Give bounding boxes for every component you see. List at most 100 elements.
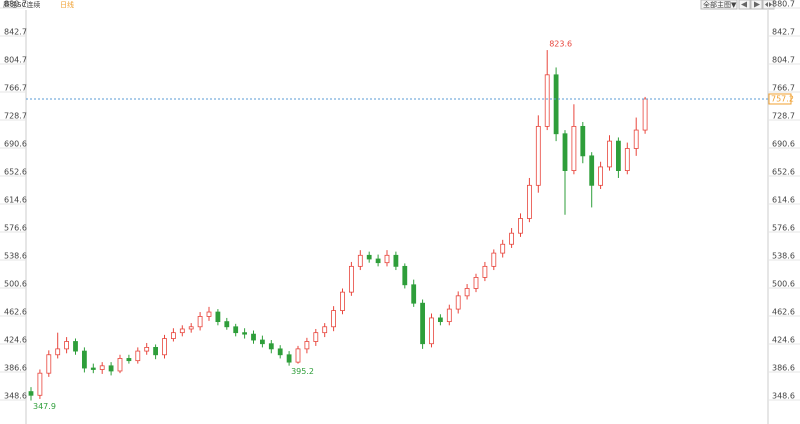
y-tick-label-right: 804.7	[772, 55, 795, 64]
candle-body	[375, 258, 381, 264]
y-tick-label-right: 538.6	[772, 252, 795, 261]
candle-body	[562, 133, 568, 171]
candle-body	[322, 326, 328, 334]
candle-body	[331, 310, 337, 328]
y-tick-label: 728.7	[4, 111, 27, 120]
y-tick-label-right: 652.6	[772, 168, 795, 177]
y-tick-label: 386.6	[4, 364, 27, 373]
candle-body	[277, 348, 283, 356]
candle-body	[348, 265, 354, 293]
candle-body	[144, 346, 150, 352]
y-tick-label-right: 690.6	[772, 140, 795, 149]
candle-body	[90, 367, 96, 370]
candle-body	[509, 232, 515, 245]
candle-body	[464, 288, 470, 297]
annotation: 347.9	[33, 402, 56, 411]
annotation: 823.6	[549, 40, 572, 49]
candle-body	[473, 277, 479, 289]
candle-body	[304, 341, 310, 350]
candle-body	[313, 332, 319, 342]
candle-body	[135, 350, 141, 362]
candle-body	[402, 265, 408, 286]
candle-body	[420, 302, 426, 345]
candle-body	[126, 358, 132, 362]
y-tick-label: 462.6	[4, 308, 27, 317]
candle-body	[607, 140, 612, 168]
y-tick-label: 690.6	[4, 140, 27, 149]
y-tick-label-right: 880.7	[772, 0, 795, 9]
y-tick-label: 766.7	[4, 83, 27, 92]
candle-body	[295, 348, 301, 363]
candle-body	[82, 350, 87, 369]
y-tick-label: 880.7	[4, 0, 27, 9]
candle-body	[518, 218, 523, 234]
y-tick-label-right: 842.7	[772, 27, 795, 36]
candle-body	[286, 354, 292, 363]
annotation: 395.2	[291, 367, 314, 376]
menu-button[interactable]	[700, 0, 738, 10]
last-price-box	[768, 93, 792, 105]
candle-body	[170, 332, 176, 339]
candle-body	[624, 148, 630, 171]
y-tick-label: 804.7	[4, 55, 27, 64]
y-tick-label: 348.6	[4, 392, 27, 401]
y-tick-label-right: 728.7	[772, 111, 795, 120]
nav-icon	[741, 1, 772, 8]
candle-body	[491, 252, 497, 267]
last-price-label: 757.2	[771, 94, 794, 103]
y-tick-label: 576.6	[4, 224, 27, 233]
candle-body	[233, 326, 239, 334]
y-tick-label-right: 766.7	[772, 83, 795, 92]
candle-body	[73, 341, 78, 352]
candle-body	[117, 358, 123, 372]
candle-body	[153, 346, 159, 356]
nav-buttons[interactable]	[738, 0, 775, 10]
candle-body	[446, 308, 452, 323]
candle-body	[108, 365, 114, 372]
y-tick-label: 614.6	[4, 196, 27, 205]
candle-body	[429, 317, 434, 345]
y-tick-label: 500.6	[4, 280, 27, 289]
candle-body	[393, 254, 399, 267]
y-tick-label: 652.6	[4, 168, 27, 177]
nav-button[interactable]	[762, 0, 775, 10]
y-tick-label-right: 424.6	[772, 336, 795, 345]
candle-body	[411, 284, 417, 304]
candle-body	[224, 321, 230, 328]
candle-body	[589, 155, 595, 186]
y-tick-label-right: 462.6	[772, 308, 795, 317]
candle-body	[455, 295, 461, 310]
candle-body	[179, 328, 185, 334]
candle-body	[340, 291, 345, 311]
candle-body	[64, 341, 69, 350]
candle-body	[553, 74, 559, 135]
candle-body	[162, 338, 167, 356]
candle-body	[482, 265, 488, 278]
candle-body	[46, 354, 52, 374]
candle-body	[633, 129, 639, 149]
candle-body	[99, 365, 105, 370]
candle-body	[580, 125, 586, 157]
candle-body	[188, 326, 194, 330]
y-tick-label-right: 500.6	[772, 280, 795, 289]
candle-body	[215, 311, 221, 323]
candle-body	[642, 98, 648, 131]
candle-body	[242, 332, 248, 335]
menu[interactable]: 全部主图▼	[703, 0, 737, 9]
chart-title: 原油SC连续	[3, 0, 40, 9]
period[interactable]: 日线	[60, 0, 74, 9]
y-tick-label-right: 348.6	[772, 392, 795, 401]
candle-body	[55, 348, 61, 356]
y-tick-label-right: 386.6	[772, 364, 795, 373]
candle-body	[357, 254, 363, 267]
candle-body	[206, 311, 212, 317]
candle-body	[535, 125, 541, 186]
candle-body	[366, 254, 372, 260]
y-tick-label: 538.6	[4, 252, 27, 261]
candle-body	[544, 74, 550, 127]
candle-body	[571, 125, 577, 171]
candle-body	[197, 316, 203, 328]
